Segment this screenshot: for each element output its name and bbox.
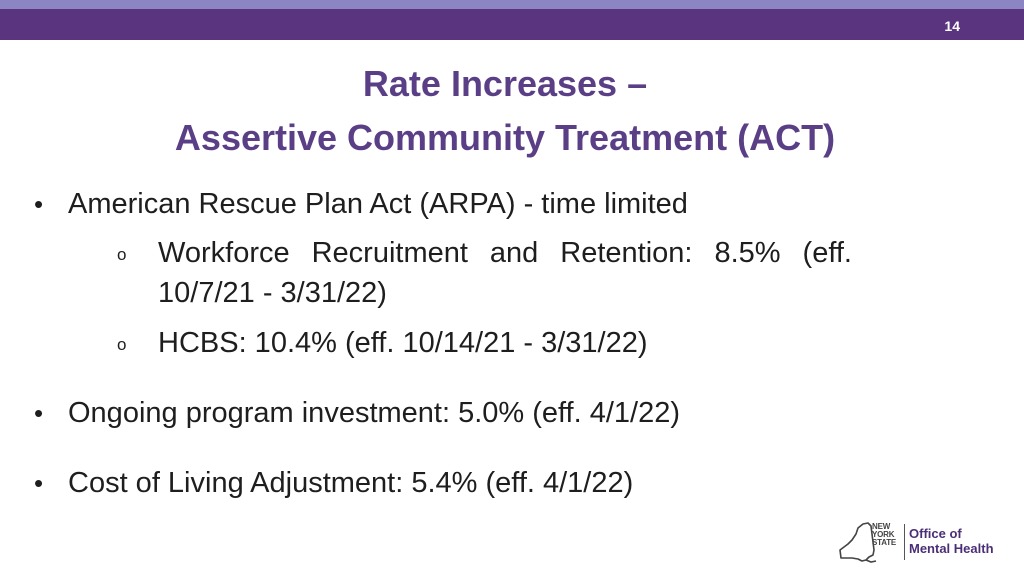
sub-bullet-text: Workforce Recruitment and Retention: 8.5… (158, 237, 852, 309)
logo-divider (904, 524, 905, 560)
bullet-text: Cost of Living Adjustment: 5.4% (eff. 4/… (68, 467, 634, 499)
bullet-item-arpa: • American Rescue Plan Act (ARPA) - time… (34, 187, 688, 221)
sub-bullet-marker: o (117, 335, 127, 354)
bullet-marker: • (34, 468, 44, 498)
slide-title: Rate Increases – Assertive Community Tre… (0, 57, 1010, 165)
bullet-text: American Rescue Plan Act (ARPA) - time l… (68, 188, 688, 220)
omh-logo: NEW YORK STATE Office of Mental Health (838, 520, 998, 566)
new-york-state-map-icon (839, 522, 877, 563)
page-number: 14 (944, 18, 960, 34)
bullet-text: Ongoing program investment: 5.0% (eff. 4… (68, 397, 681, 429)
sub-bullet-item-workforce: o Workforce Recruitment and Retention: 8… (117, 233, 852, 313)
title-line-2: Assertive Community Treatment (ACT) (174, 117, 836, 158)
bullet-item-ongoing-investment: • Ongoing program investment: 5.0% (eff.… (34, 396, 681, 430)
sub-bullet-text: HCBS: 10.4% (eff. 10/14/21 - 3/31/22) (158, 327, 648, 359)
agency-name: Office of Mental Health (909, 526, 994, 556)
title-line-1: Rate Increases – (362, 63, 648, 104)
header-band-light (0, 0, 1024, 9)
sub-bullet-item-hcbs: o HCBS: 10.4% (eff. 10/14/21 - 3/31/22) (117, 323, 648, 363)
bullet-marker: • (34, 189, 44, 219)
bullet-marker: • (34, 398, 44, 428)
bullet-item-cola: • Cost of Living Adjustment: 5.4% (eff. … (34, 466, 634, 500)
header-band-dark (0, 9, 1024, 40)
new-york-state-wordmark: NEW YORK STATE (872, 522, 897, 547)
sub-bullet-marker: o (117, 245, 127, 264)
